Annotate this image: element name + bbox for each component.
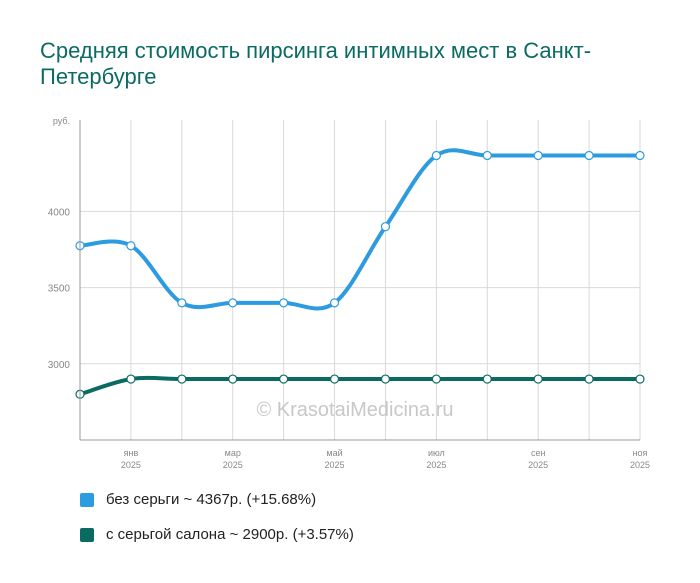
data-point [126, 374, 136, 384]
series-line [78, 148, 642, 311]
series-1 [75, 148, 645, 311]
series-line [78, 375, 642, 397]
x-tick-label: май [326, 448, 342, 458]
data-point [482, 374, 492, 384]
data-point [177, 298, 187, 308]
x-tick-label: янв [124, 448, 139, 458]
y-unit-label: руб. [53, 116, 70, 126]
data-point [329, 374, 340, 384]
data-point [177, 374, 187, 384]
data-point [279, 374, 289, 384]
x-tick-year-label: 2025 [121, 460, 141, 470]
x-tick-year-label: 2025 [223, 460, 243, 470]
legend-item-no-earring: без серьги ~ 4367р. (+15.68%) [80, 491, 316, 508]
y-tick-label: 4000 [48, 207, 71, 218]
chart-title: Средняя стоимость пирсинга интимных мест… [40, 38, 592, 89]
legend-item-with-earring: с серьгой салона ~ 2900р. (+3.57%) [80, 526, 354, 543]
legend-swatch [80, 492, 94, 507]
watermark: © KrasotaiMedicina.ru [256, 399, 453, 421]
data-point [380, 222, 391, 232]
data-point [228, 298, 238, 308]
data-point [584, 374, 594, 384]
series-2 [75, 374, 645, 399]
data-point [126, 241, 136, 251]
x-tick-label: ноя [633, 448, 648, 458]
axes: 3000 3500 4000 руб. янв 2025 мар 2025 май 2025 июл… [48, 116, 650, 470]
x-tick-year-label: 2025 [325, 460, 345, 470]
data-point [431, 150, 441, 161]
data-point [380, 374, 391, 384]
data-point [635, 374, 645, 384]
x-tick-year-label: 2025 [528, 460, 548, 470]
grid [79, 120, 641, 440]
data-point [635, 150, 645, 161]
data-point [279, 298, 289, 308]
legend-label: с серьгой салона ~ 2900р. (+3.57%) [106, 526, 354, 543]
data-point [482, 150, 492, 161]
data-point [329, 298, 340, 308]
y-tick-label: 3500 [48, 284, 71, 295]
x-tick-label: мар [225, 448, 241, 458]
x-tick-year-label: 2025 [630, 460, 650, 470]
x-tick-label: июл [428, 448, 445, 458]
data-point [533, 150, 543, 161]
y-tick-label: 3000 [48, 360, 71, 371]
x-tick-year-label: 2025 [426, 460, 446, 470]
legend-swatch [80, 527, 94, 542]
data-point [228, 374, 238, 384]
data-point [431, 374, 441, 384]
data-point [533, 374, 543, 384]
data-point [584, 150, 594, 161]
x-tick-label: сен [531, 448, 546, 458]
legend-label: без серьги ~ 4367р. (+15.68%) [106, 491, 317, 508]
series [75, 148, 645, 399]
